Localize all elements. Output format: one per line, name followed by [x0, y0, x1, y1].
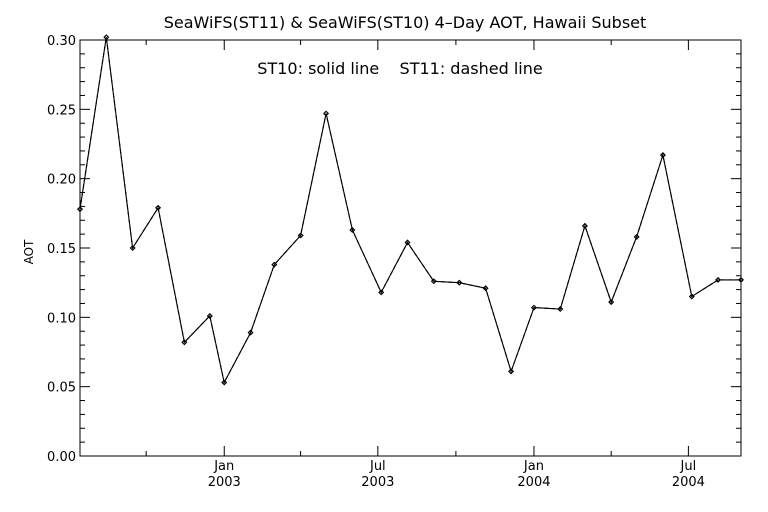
series-line-st10	[79, 37, 741, 385]
data-point-st11	[349, 227, 356, 233]
data-point-st11	[557, 306, 564, 312]
x-tick-label-month: Jul	[680, 459, 697, 474]
y-tick-label: 0.20	[47, 173, 76, 188]
plot-frame	[79, 39, 742, 457]
x-tick-label-year: 2004	[672, 475, 705, 490]
x-tick-label-month: Jan	[523, 459, 544, 474]
data-point-st11	[404, 239, 411, 246]
series-line-st11	[79, 37, 741, 385]
ticks-layer: 0.000.050.100.150.200.250.30Jan2003Jul20…	[47, 34, 741, 490]
data-point-st11	[430, 278, 437, 285]
y-tick-label: 0.15	[47, 242, 76, 257]
data-point-st11	[206, 313, 213, 319]
data-point-st11	[129, 245, 136, 251]
data-point-st11	[155, 204, 161, 211]
y-tick-label: 0.00	[47, 450, 76, 465]
data-point-st11	[271, 261, 278, 268]
y-tick-label: 0.05	[47, 381, 76, 396]
x-tick-label-month: Jul	[369, 459, 386, 474]
y-tick-label: 0.10	[47, 311, 76, 326]
data-point-st11	[221, 379, 228, 386]
x-tick-label-year: 2003	[361, 475, 394, 490]
data-point-st11	[715, 276, 721, 283]
data-point-st11	[103, 34, 110, 41]
data-point-st11	[378, 289, 385, 296]
data-point-st11	[247, 329, 254, 336]
data-point-st11	[608, 299, 615, 305]
data-point-st11	[297, 232, 304, 239]
data-point-st11	[581, 222, 588, 229]
data-point-st11	[531, 304, 537, 311]
x-tick-label-month: Jan	[213, 459, 234, 474]
data-point-st11	[323, 110, 329, 117]
y-tick-label: 0.30	[47, 34, 76, 49]
data-point-st11	[77, 206, 83, 213]
x-tick-label-year: 2004	[517, 475, 550, 490]
data-point-st11	[456, 279, 463, 286]
x-tick-label-year: 2003	[208, 475, 241, 490]
data-point-st11	[688, 293, 695, 300]
y-tick-label: 0.25	[47, 103, 76, 118]
data-point-st11	[738, 276, 744, 283]
data-point-st11	[633, 233, 640, 240]
chart-title: SeaWiFS(ST11) & SeaWiFS(ST10) 4–Day AOT,…	[164, 13, 647, 32]
series-layer	[77, 34, 744, 386]
y-axis-label: AOT	[22, 239, 36, 264]
data-point-st11	[482, 285, 489, 292]
data-point-st11	[181, 339, 188, 346]
data-point-st11	[508, 368, 514, 375]
chart-annotation: ST10: solid line ST11: dashed line	[257, 59, 542, 78]
data-point-st11	[660, 152, 666, 159]
